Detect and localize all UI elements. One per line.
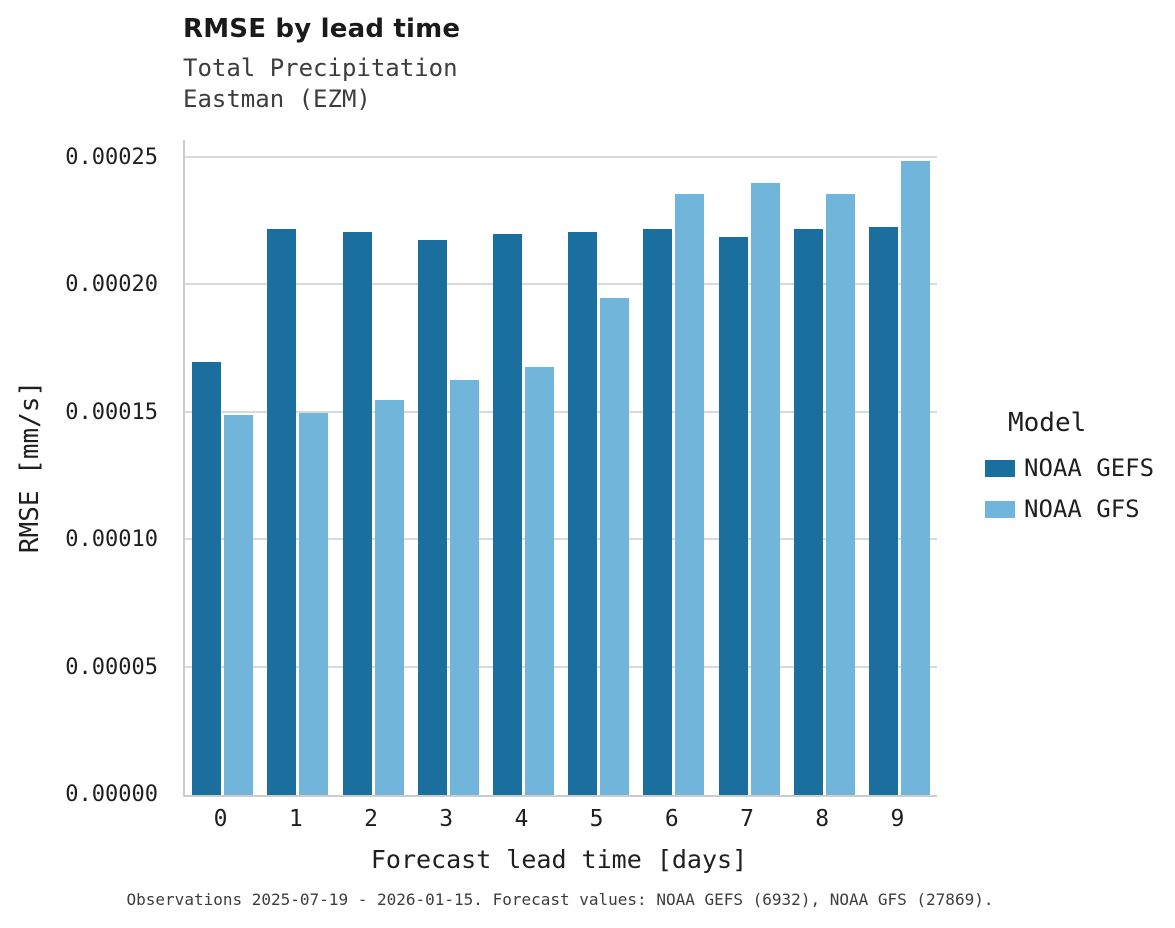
bar-noaa-gefs-day-6 — [643, 229, 673, 795]
x-tick-label: 4 — [514, 806, 529, 832]
y-tick-label: 0.00025 — [65, 145, 158, 170]
bar-noaa-gefs-day-9 — [868, 226, 898, 795]
chart-subtitle-line-2: Eastman (EZM) — [183, 85, 371, 113]
bar-noaa-gfs-day-4 — [524, 366, 554, 795]
chart-header: RMSE by lead time Total Precipitation Ea… — [183, 14, 460, 115]
bar-noaa-gefs-day-2 — [342, 231, 372, 795]
bar-noaa-gefs-day-4 — [492, 234, 522, 795]
bar-noaa-gfs-day-6 — [675, 193, 705, 795]
bar-noaa-gfs-day-9 — [900, 160, 930, 795]
chart-subtitle-line-1: Total Precipitation — [183, 54, 458, 82]
chart-title: RMSE by lead time — [183, 14, 461, 44]
bar-noaa-gfs-day-3 — [449, 379, 479, 795]
x-tick-label: 6 — [664, 806, 679, 832]
x-tick-label: 8 — [815, 806, 830, 832]
x-tick-label: 3 — [439, 806, 454, 832]
bar-noaa-gfs-day-8 — [825, 193, 855, 795]
x-tick-label: 2 — [364, 806, 378, 832]
bar-noaa-gfs-day-7 — [750, 183, 780, 795]
gridline — [185, 283, 937, 286]
y-tick-label: 0.00015 — [65, 399, 158, 425]
bar-noaa-gfs-day-5 — [600, 298, 630, 795]
x-tick-label: 0 — [213, 806, 228, 832]
x-tick-label: 7 — [740, 806, 754, 832]
bar-noaa-gfs-day-2 — [374, 400, 404, 795]
bar-noaa-gefs-day-5 — [568, 231, 598, 795]
gridline — [185, 538, 937, 541]
gridline — [185, 156, 937, 158]
y-axis-ticks: 0.00000 0.00005 0.00010 0.00015 0.00020 0.000… — [0, 140, 168, 807]
gridline — [185, 665, 937, 668]
y-tick-label: 0.00000 — [65, 782, 158, 807]
bar-noaa-gefs-day-1 — [267, 229, 297, 795]
y-tick-label: 0.00010 — [65, 527, 158, 553]
x-tick-label: 5 — [589, 806, 604, 832]
gridlines — [185, 140, 937, 795]
legend-title: Model — [1008, 408, 1087, 438]
x-axis-ticks: 0 1 2 3 4 5 6 7 8 9 — [183, 806, 935, 838]
caption: Observations 2025-07-19 - 2026-01-15. Fo… — [126, 890, 994, 909]
bars — [185, 140, 937, 795]
bar-noaa-gefs-day-7 — [718, 237, 748, 795]
y-tick-label: 0.00005 — [65, 654, 158, 680]
legend-item-noaa-gfs: NOAA GFS — [985, 495, 1154, 523]
bar-noaa-gefs-day-3 — [417, 239, 447, 795]
y-tick-label: 0.00020 — [65, 272, 158, 298]
legend-swatch — [985, 500, 1015, 518]
legend-items: NOAA GEFS NOAA GFS — [985, 454, 1154, 523]
x-axis-label: Forecast lead time [days] — [370, 845, 748, 874]
bar-noaa-gfs-day-1 — [299, 412, 329, 795]
legend-item-label: NOAA GEFS — [1024, 454, 1155, 482]
legend-swatch — [985, 459, 1015, 477]
legend-item-label: NOAA GFS — [1024, 495, 1140, 523]
bar-noaa-gefs-day-8 — [793, 229, 823, 795]
x-tick-label: 1 — [288, 806, 303, 832]
legend-item-noaa-gefs: NOAA GEFS — [985, 454, 1154, 482]
legend: Model NOAA GEFS NOAA GFS — [985, 408, 1154, 536]
gridline — [185, 410, 937, 413]
bar-noaa-gfs-day-0 — [224, 415, 254, 795]
bar-noaa-gefs-day-0 — [192, 361, 222, 795]
plot-area — [183, 140, 937, 797]
x-tick-label: 9 — [890, 806, 905, 832]
